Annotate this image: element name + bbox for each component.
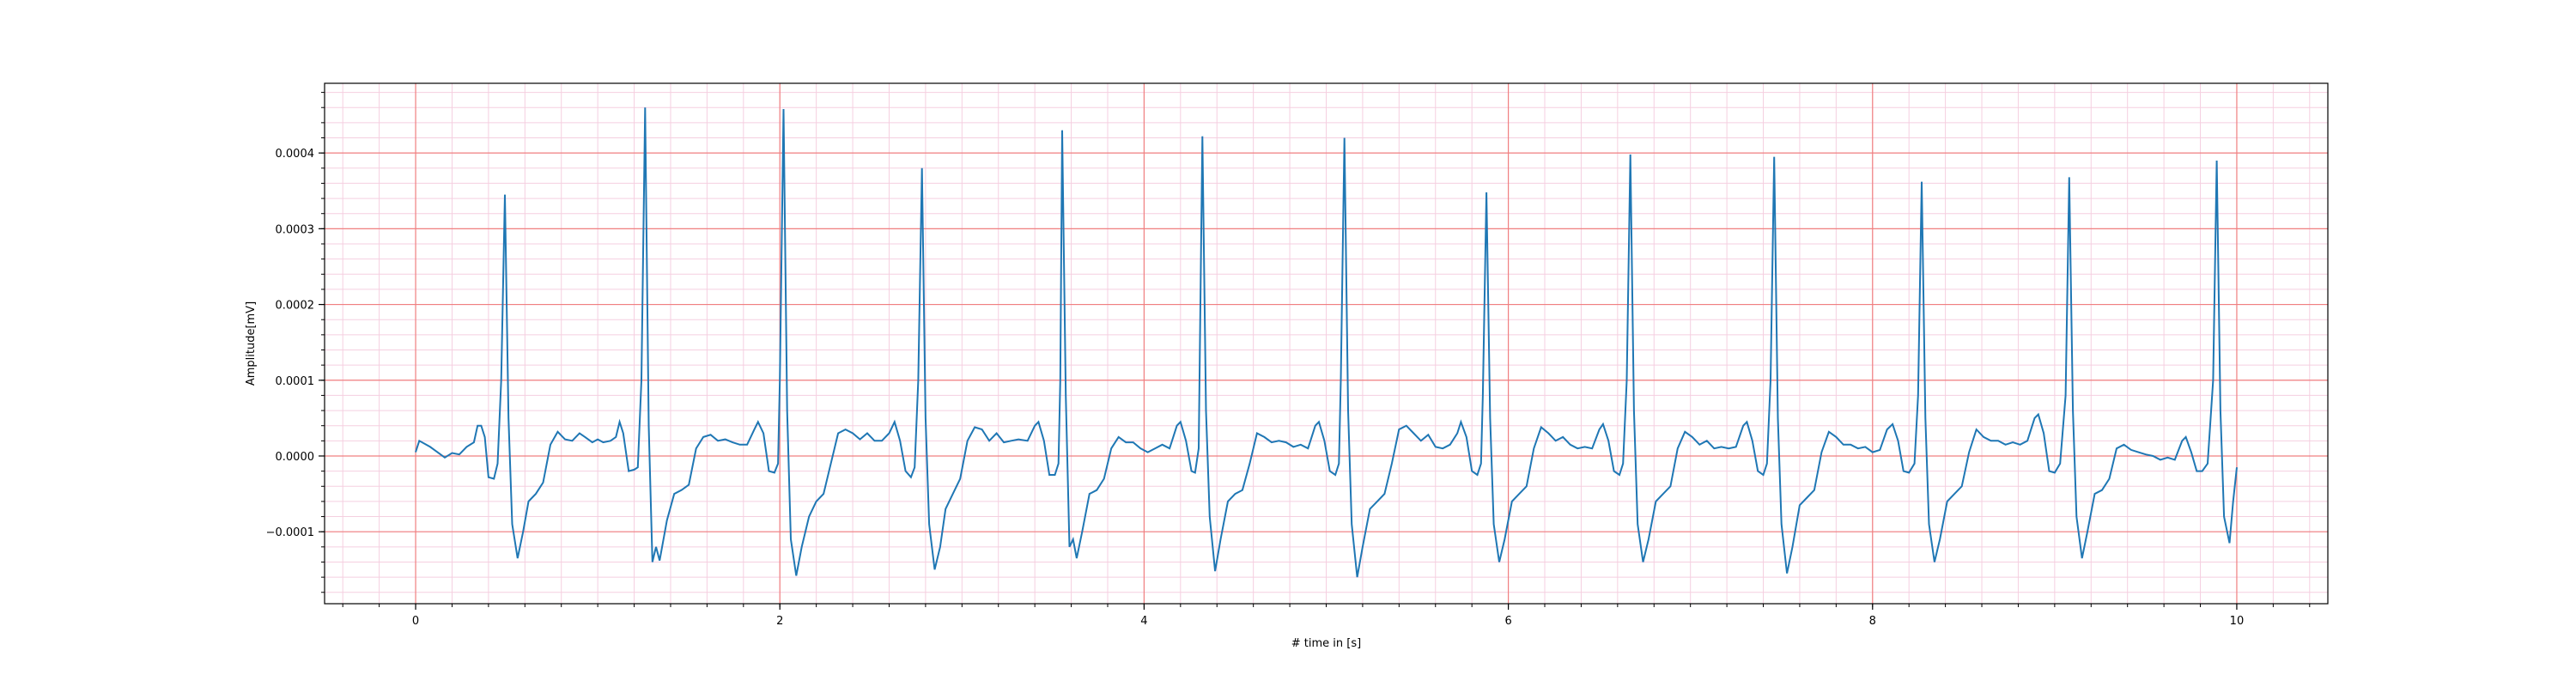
y-tick-label: 0.0004 — [276, 148, 315, 161]
x-tick-label: 6 — [1504, 615, 1511, 628]
x-tick-label: 10 — [2230, 615, 2245, 628]
x-tick-label: 4 — [1140, 615, 1147, 628]
x-tick-label: 2 — [776, 615, 783, 628]
ecg-signal-line — [415, 107, 2238, 578]
major-grid — [325, 83, 2328, 604]
plot-area — [324, 82, 2329, 605]
x-tick-label: 0 — [412, 615, 419, 628]
y-tick-label: 0.0002 — [276, 300, 315, 313]
y-tick-label: 0.0001 — [276, 375, 315, 388]
x-axis-label: # time in [s] — [1291, 637, 1361, 650]
y-tick-label: −0.0001 — [266, 526, 314, 539]
x-axis-ticks: 0 2 4 6 8 10 — [342, 604, 2311, 628]
y-axis-label: Amplitude[mV] — [245, 301, 258, 386]
y-tick-label: 0.0003 — [276, 223, 315, 236]
y-tick-label: 0.0000 — [276, 451, 315, 464]
y-axis-ticks: −0.0001 0.0000 0.0001 0.0002 0.0003 0.0004 — [266, 92, 325, 593]
x-tick-label: 8 — [1869, 615, 1876, 628]
